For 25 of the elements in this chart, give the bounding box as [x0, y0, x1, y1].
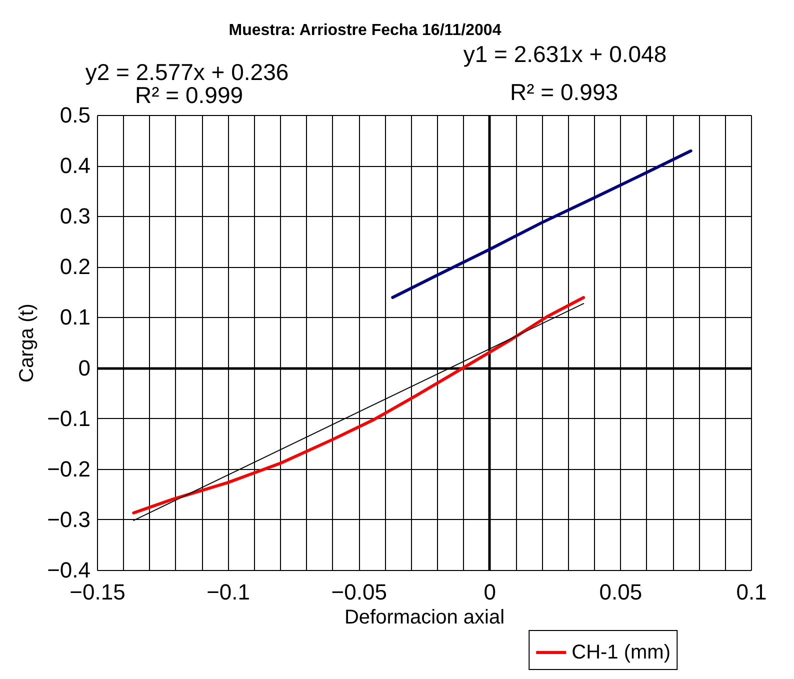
text: y2 = 2.577x + 0.236 [85, 59, 289, 85]
text: R² = 0.993 [510, 79, 618, 105]
legend-label: CH-1 (mm) [572, 642, 671, 664]
chart-title: Muestra: Arriostre Fecha 16/11/2004 [228, 22, 502, 39]
y-tick-label: 0.5 [60, 102, 90, 128]
y-tick-label: −0.2 [47, 456, 90, 482]
x-tick-label: −0.1 [206, 580, 250, 604]
x-tick-label: −0.05 [331, 580, 387, 604]
x-tick-label: −0.15 [70, 580, 126, 604]
y-axis-title: Carga (t) [16, 304, 38, 382]
x-tick-label: 0.05 [599, 580, 642, 604]
y-tick-label: −0.1 [47, 406, 90, 431]
y-tick-label: 0.2 [60, 254, 90, 280]
x-tick-label: 0.1 [736, 580, 767, 604]
x-tick-label: 0 [484, 580, 496, 604]
y-tick-label: 0.4 [60, 153, 90, 178]
line-series [391, 149, 692, 300]
y-tick-label: −0.3 [47, 506, 90, 532]
y-tick-label: 0 [78, 355, 90, 380]
y-tick-label: −0.4 [47, 558, 90, 582]
text: y1 = 2.631x + 0.048 [463, 41, 667, 67]
y-tick-label: 0.1 [60, 304, 90, 330]
y-tick-label: 0.3 [60, 204, 90, 229]
text: R² = 0.999 [134, 82, 244, 108]
x-axis-title: Deformacion axial [344, 606, 505, 628]
